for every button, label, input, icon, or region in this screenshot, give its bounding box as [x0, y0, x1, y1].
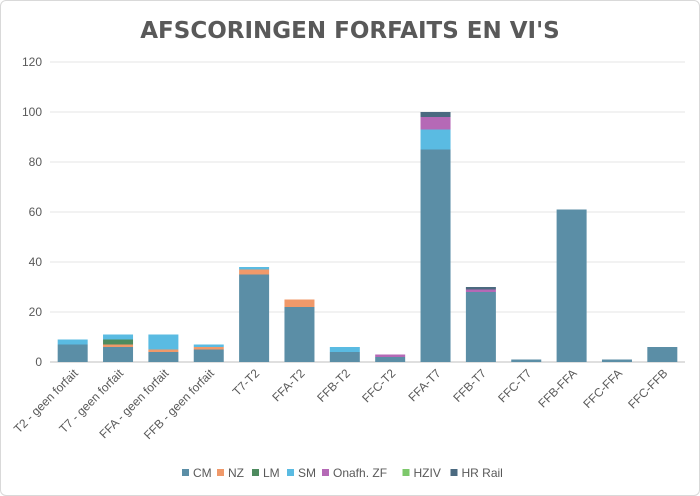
y-tick-label: 80: [29, 155, 43, 169]
x-tick-label: FFB-FFA: [535, 366, 579, 410]
bar-segment-cm: [601, 359, 632, 362]
legend-item: HR Rail: [450, 466, 503, 480]
x-tick-label: FFC-FFB: [625, 366, 670, 411]
bar-segment-onafh-zf: [465, 289, 496, 292]
chart-title: AFSCORINGEN FORFAITS EN VI'S: [140, 18, 559, 44]
legend-swatch: [287, 469, 294, 476]
bar-segment-cm: [103, 347, 134, 362]
legend-item: Onafh. ZF: [322, 466, 387, 480]
x-tick-label: FFB-T2: [314, 366, 353, 405]
y-tick-label: 40: [29, 255, 43, 269]
y-tick-label: 0: [35, 355, 42, 369]
bar-segment-cm: [556, 209, 587, 362]
legend-swatch: [322, 469, 329, 476]
bar-segment-cm: [511, 359, 542, 362]
bar-segment-cm: [148, 352, 179, 362]
legend-swatch: [182, 469, 189, 476]
x-tick-label: FFC-T2: [359, 366, 398, 405]
legend-swatch: [450, 469, 458, 476]
bar-segment-cm: [647, 347, 678, 362]
x-tick-label: FFA-T2: [269, 366, 307, 404]
bar-segment-cm: [239, 274, 270, 362]
bar-segment-cm: [375, 357, 406, 362]
legend-item: CM: [182, 466, 212, 480]
bar-segment-sm: [148, 334, 179, 350]
bar-segment-nz: [103, 344, 134, 347]
bar-segment-cm: [420, 149, 451, 362]
bar-segment-cm: [329, 352, 360, 362]
legend-item: NZ: [217, 466, 244, 480]
bar-segment-onafh-zf: [420, 117, 451, 130]
bar-segment-lm: [103, 339, 134, 345]
y-tick-label: 60: [29, 205, 43, 219]
bar-segment-cm: [284, 307, 315, 362]
x-tick-label: FFC-T7: [495, 366, 534, 405]
bar-segment-sm: [420, 129, 451, 150]
legend-label: SM: [298, 466, 316, 480]
legend-label: HR Rail: [462, 466, 503, 480]
bar-segment-hr-rail: [465, 287, 496, 290]
bar-segment-sm: [239, 267, 270, 270]
legend-swatch: [402, 469, 410, 476]
bar-segment-nz: [193, 347, 224, 350]
y-tick-label: 20: [29, 305, 43, 319]
legend-label: CM: [193, 466, 212, 480]
bar-segment-sm: [193, 344, 224, 347]
legend-item: HZIV: [402, 466, 441, 480]
bar-segment-nz: [284, 299, 315, 307]
bar-segment-sm: [329, 347, 360, 352]
y-tick-label: 100: [22, 105, 42, 119]
legend-swatch: [217, 469, 224, 476]
x-tick-label: T7-T2: [230, 366, 263, 399]
bar-segment-onafh-zf: [375, 354, 406, 357]
legend-label: LM: [263, 466, 280, 480]
y-tick-label: 120: [22, 55, 42, 69]
x-tick-label: FFC-FFA: [580, 366, 625, 411]
x-tick-label: FFB-T7: [450, 366, 489, 405]
bar-segment-sm: [103, 334, 134, 340]
legend-item: SM: [287, 466, 316, 480]
bar-segment-cm: [193, 349, 224, 362]
legend-item: LM: [252, 466, 280, 480]
bar-segment-nz: [148, 349, 179, 352]
bar-segment-cm: [465, 292, 496, 362]
bar-segment-cm: [57, 344, 88, 362]
legend-swatch: [252, 469, 259, 476]
legend-label: HZIV: [414, 466, 441, 480]
bar-segment-hr-rail: [420, 112, 451, 117]
x-tick-label: FFA-T7: [405, 366, 443, 404]
bar-segment-nz: [239, 269, 270, 275]
legend-label: Onafh. ZF: [333, 466, 387, 480]
bar-segment-sm: [57, 339, 88, 345]
legend-label: NZ: [228, 466, 244, 480]
